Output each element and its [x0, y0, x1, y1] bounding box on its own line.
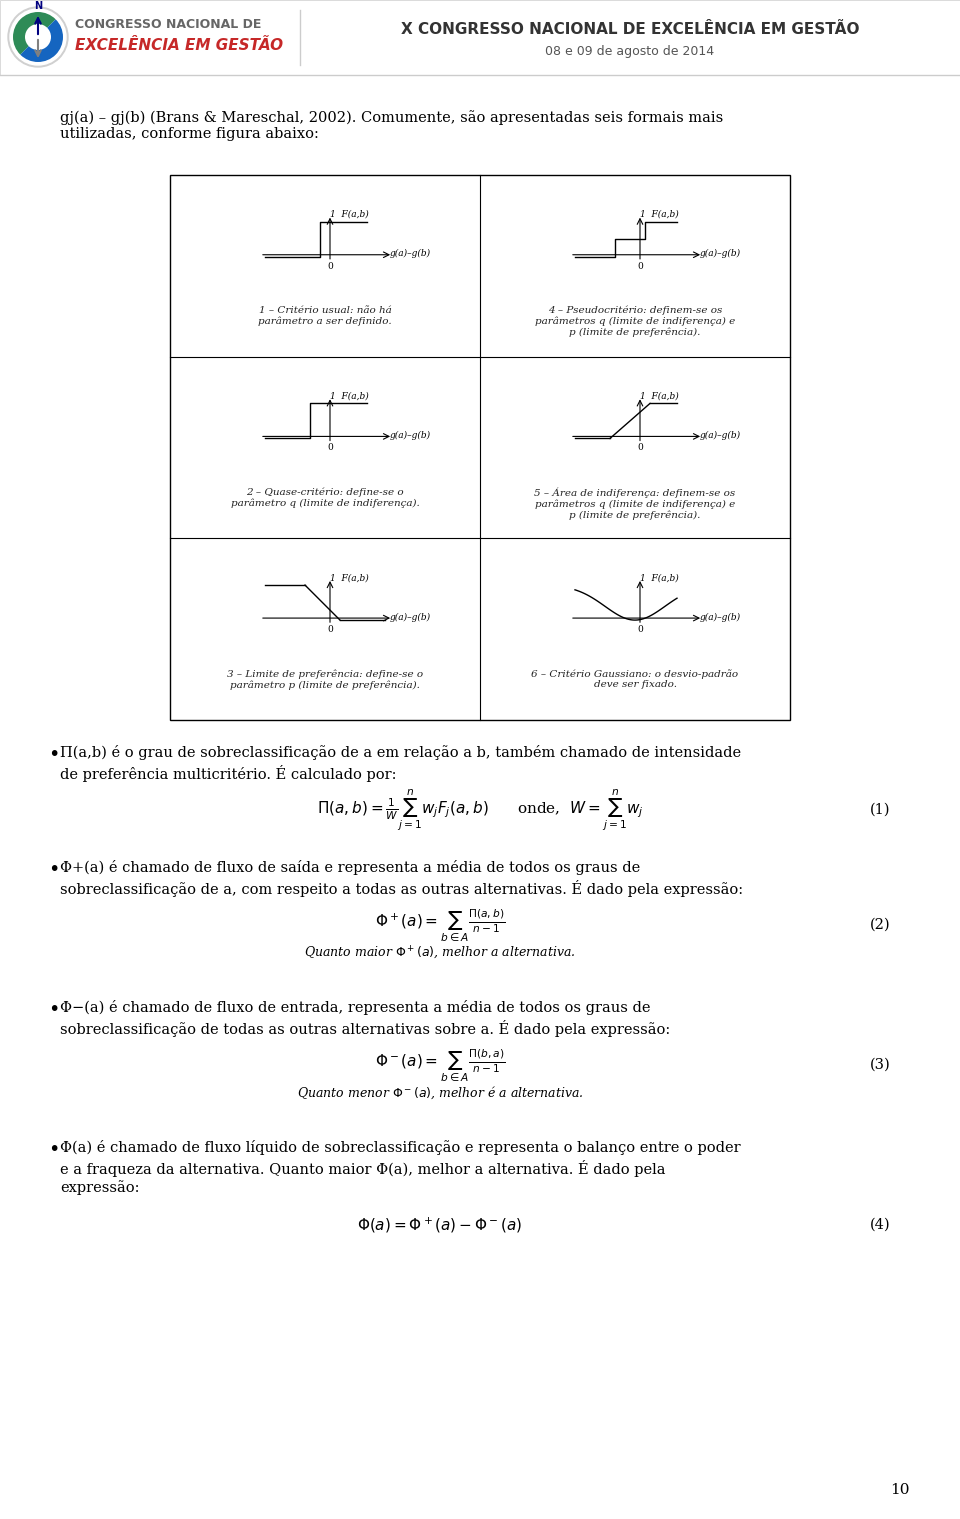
Text: 0: 0 — [327, 626, 333, 633]
Text: (1): (1) — [870, 804, 891, 817]
Text: 1  F(a,b): 1 F(a,b) — [330, 573, 369, 582]
Text: 0: 0 — [327, 444, 333, 453]
Text: e a fraqueza da alternativa. Quanto maior Φ(a), melhor a alternativa. É dado pel: e a fraqueza da alternativa. Quanto maio… — [60, 1161, 665, 1177]
Text: gj(a) – gj(b) (Brans & Mareschal, 2002). Comumente, são apresentadas seis formai: gj(a) – gj(b) (Brans & Mareschal, 2002).… — [60, 109, 723, 141]
Text: g(a)–g(b): g(a)–g(b) — [390, 431, 431, 441]
Text: 1  F(a,b): 1 F(a,b) — [640, 392, 679, 401]
Text: 0: 0 — [637, 444, 643, 453]
Text: X CONGRESSO NACIONAL DE EXCELÊNCIA EM GESTÃO: X CONGRESSO NACIONAL DE EXCELÊNCIA EM GE… — [400, 21, 859, 36]
Text: $\Phi(a) = \Phi^+(a) - \Phi^-(a)$: $\Phi(a) = \Phi^+(a) - \Phi^-(a)$ — [357, 1215, 522, 1235]
Text: Φ+(a) é chamado de fluxo de saída e representa a média de todos os graus de: Φ+(a) é chamado de fluxo de saída e repr… — [60, 860, 640, 875]
Text: (2): (2) — [870, 917, 891, 933]
Text: 1  F(a,b): 1 F(a,b) — [640, 210, 679, 219]
Bar — [170, 175, 790, 720]
Text: 2 – Quase-critério: define-se o
parâmetro q (limite de indiferença).: 2 – Quase-critério: define-se o parâmetr… — [230, 488, 420, 507]
Text: $\Pi(a,b) = \frac{1}{W}\sum_{j=1}^{n} w_j F_j(a,b)$      onde,  $W = \sum_{j=1}^: $\Pi(a,b) = \frac{1}{W}\sum_{j=1}^{n} w_… — [317, 787, 643, 832]
Text: 5 – Área de indiferença: definem-se os
parâmetros q (limite de indiferença) e
p : 5 – Área de indiferença: definem-se os p… — [535, 488, 735, 519]
Text: de preferência multicritério. É calculado por:: de preferência multicritério. É calculad… — [60, 766, 396, 782]
Text: $\Phi^+(a) = \sum_{b \in A} \frac{\Pi(a,b)}{n-1}$: $\Phi^+(a) = \sum_{b \in A} \frac{\Pi(a,… — [374, 907, 505, 943]
Text: •: • — [48, 860, 60, 880]
Text: 10: 10 — [890, 1483, 910, 1498]
Text: 08 e 09 de agosto de 2014: 08 e 09 de agosto de 2014 — [545, 46, 714, 58]
Text: g(a)–g(b): g(a)–g(b) — [700, 249, 741, 258]
Bar — [0, 0, 960, 74]
Text: EXCELÊNCIA EM GESTÃO: EXCELÊNCIA EM GESTÃO — [75, 38, 283, 53]
Text: 3 – Limite de preferência: define-se o
parâmetro p (limite de preferência).: 3 – Limite de preferência: define-se o p… — [227, 670, 423, 690]
Text: •: • — [48, 1000, 60, 1019]
Text: g(a)–g(b): g(a)–g(b) — [390, 249, 431, 258]
Circle shape — [8, 8, 68, 67]
Text: •: • — [48, 1139, 60, 1159]
Text: N: N — [34, 2, 42, 11]
Text: sobreclassificação de todas as outras alternativas sobre a. É dado pela expressã: sobreclassificação de todas as outras al… — [60, 1019, 670, 1037]
Text: g(a)–g(b): g(a)–g(b) — [390, 612, 431, 621]
Text: 0: 0 — [327, 261, 333, 270]
Text: 0: 0 — [637, 261, 643, 270]
Wedge shape — [13, 12, 56, 55]
Wedge shape — [20, 20, 63, 62]
Text: Φ(a) é chamado de fluxo líquido de sobreclassificação e representa o balanço ent: Φ(a) é chamado de fluxo líquido de sobre… — [60, 1139, 740, 1154]
Text: 6 – Critério Gaussiano: o desvio-padrão
deve ser fixado.: 6 – Critério Gaussiano: o desvio-padrão … — [532, 670, 738, 690]
Circle shape — [10, 9, 66, 65]
Text: 1 – Critério usual: não há
parâmetro a ser definido.: 1 – Critério usual: não há parâmetro a s… — [258, 305, 392, 325]
Text: (4): (4) — [870, 1218, 891, 1232]
Text: 1  F(a,b): 1 F(a,b) — [640, 573, 679, 582]
Text: (3): (3) — [870, 1059, 891, 1072]
Text: g(a)–g(b): g(a)–g(b) — [700, 431, 741, 441]
Text: Quanto maior $\Phi^+(a)$, melhor a alternativa.: Quanto maior $\Phi^+(a)$, melhor a alter… — [304, 945, 576, 962]
Text: g(a)–g(b): g(a)–g(b) — [700, 612, 741, 621]
Text: CONGRESSO NACIONAL DE: CONGRESSO NACIONAL DE — [75, 18, 261, 30]
Text: •: • — [48, 744, 60, 764]
Text: Quanto menor $\Phi^-(a)$, melhor é a alternativa.: Quanto menor $\Phi^-(a)$, melhor é a alt… — [297, 1085, 584, 1101]
Text: 1  F(a,b): 1 F(a,b) — [330, 392, 369, 401]
Text: 4 – Pseudocritério: definem-se os
parâmetros q (limite de indiferença) e
p (limi: 4 – Pseudocritério: definem-se os parâme… — [535, 305, 735, 337]
Text: 1  F(a,b): 1 F(a,b) — [330, 210, 369, 219]
Text: expressão:: expressão: — [60, 1180, 139, 1195]
Text: sobreclassificação de a, com respeito a todas as outras alternativas. É dado pel: sobreclassificação de a, com respeito a … — [60, 880, 743, 898]
Text: Π(a,b) é o grau de sobreclassificação de a em relação a b, também chamado de int: Π(a,b) é o grau de sobreclassificação de… — [60, 744, 741, 760]
Text: $\Phi^-(a) = \sum_{b \in A} \frac{\Pi(b,a)}{n-1}$: $\Phi^-(a) = \sum_{b \in A} \frac{\Pi(b,… — [374, 1047, 505, 1083]
Text: Φ−(a) é chamado de fluxo de entrada, representa a média de todos os graus de: Φ−(a) é chamado de fluxo de entrada, rep… — [60, 1000, 651, 1015]
Text: 0: 0 — [637, 626, 643, 633]
